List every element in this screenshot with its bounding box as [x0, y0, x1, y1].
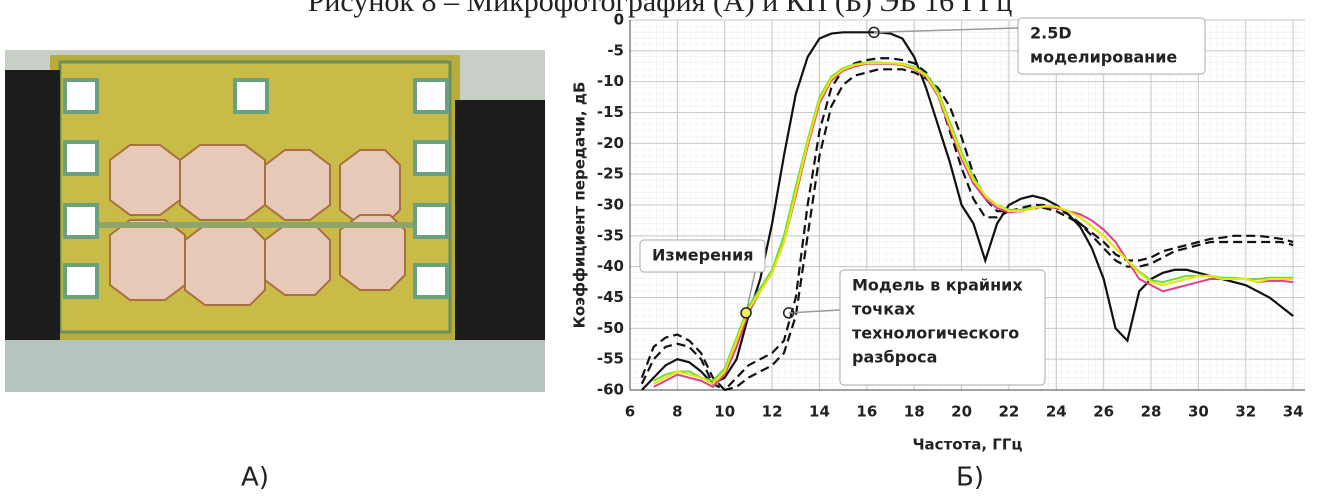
y-tick-label: -35 [597, 226, 624, 244]
annotation-text: разброса [852, 348, 937, 367]
x-tick-label: 34 [1283, 403, 1304, 421]
annotation-text: моделирование [1030, 48, 1177, 67]
y-tick-label: -55 [597, 350, 624, 368]
y-tick-label: -10 [597, 72, 624, 90]
panel-label: А) [241, 463, 269, 493]
x-tick-label: 30 [1188, 403, 1209, 421]
y-tick-label: -5 [607, 41, 624, 59]
x-tick-label: 18 [904, 403, 925, 421]
caption: Рисунок 8 – Микрофотография (А) и КП (Б)… [308, 0, 1013, 18]
y-tick-label: 0 [614, 11, 624, 29]
y-tick-label: -50 [597, 319, 624, 337]
x-tick-label: 24 [1046, 403, 1067, 421]
x-tick-label: 8 [672, 403, 682, 421]
annotation-text: Модель в крайних [852, 276, 1023, 295]
y-axis-label: Коэффициент передачи, дБ [571, 82, 589, 329]
y-tick-label: -25 [597, 165, 624, 183]
annotation-text: Измерения [652, 246, 753, 265]
x-tick-label: 32 [1235, 403, 1256, 421]
micro-photo [5, 50, 545, 392]
x-tick-label: 12 [762, 403, 783, 421]
x-tick-label: 14 [809, 403, 830, 421]
x-tick-label: 26 [1093, 403, 1114, 421]
y-tick-label: -40 [597, 257, 624, 275]
annotation-text: технологического [852, 324, 1019, 343]
annotation-point [741, 308, 751, 318]
x-tick-label: 6 [625, 403, 635, 421]
x-tick-label: 16 [856, 403, 877, 421]
y-tick-label: -45 [597, 288, 624, 306]
x-tick-label: 20 [951, 403, 972, 421]
y-tick-label: -20 [597, 134, 624, 152]
annotation-text: 2.5D [1030, 24, 1072, 43]
y-tick-label: -15 [597, 103, 624, 121]
y-tick-label: -60 [597, 381, 624, 399]
x-tick-label: 22 [999, 403, 1020, 421]
panel-label: Б) [956, 463, 984, 493]
x-axis-label: Частота, ГГц [912, 436, 1022, 454]
x-tick-label: 10 [714, 403, 735, 421]
figure: Рисунок 8 – Микрофотография (А) и КП (Б)… [0, 0, 1322, 496]
y-tick-label: -30 [597, 196, 624, 214]
annotation-text: точках [852, 300, 916, 319]
x-tick-label: 28 [1141, 403, 1162, 421]
